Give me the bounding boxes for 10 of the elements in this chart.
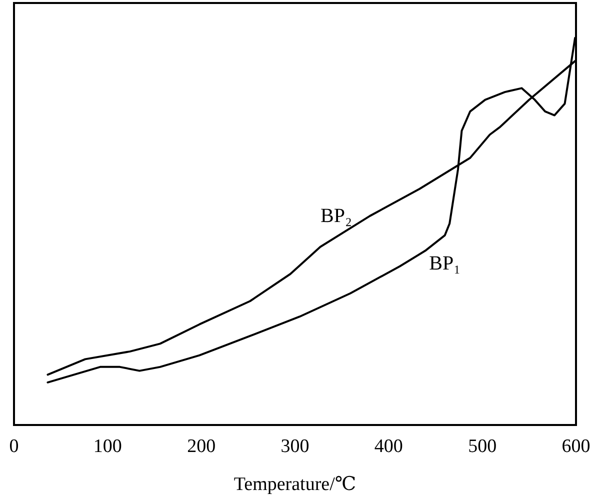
x-tick-label: 600 (562, 436, 590, 457)
x-tick-label: 300 (280, 436, 310, 457)
x-tick-label: 200 (187, 436, 216, 457)
x-tick-label: 400 (374, 436, 403, 457)
series-label: BP₂ (320, 204, 352, 227)
series-label: BP₁ (429, 252, 461, 274)
x-tick-label: 100 (93, 436, 122, 457)
x-tick-label: 500 (468, 436, 497, 457)
x-tick-label: 0 (9, 436, 19, 457)
x-axis-title: Temperature/℃ (234, 474, 356, 495)
